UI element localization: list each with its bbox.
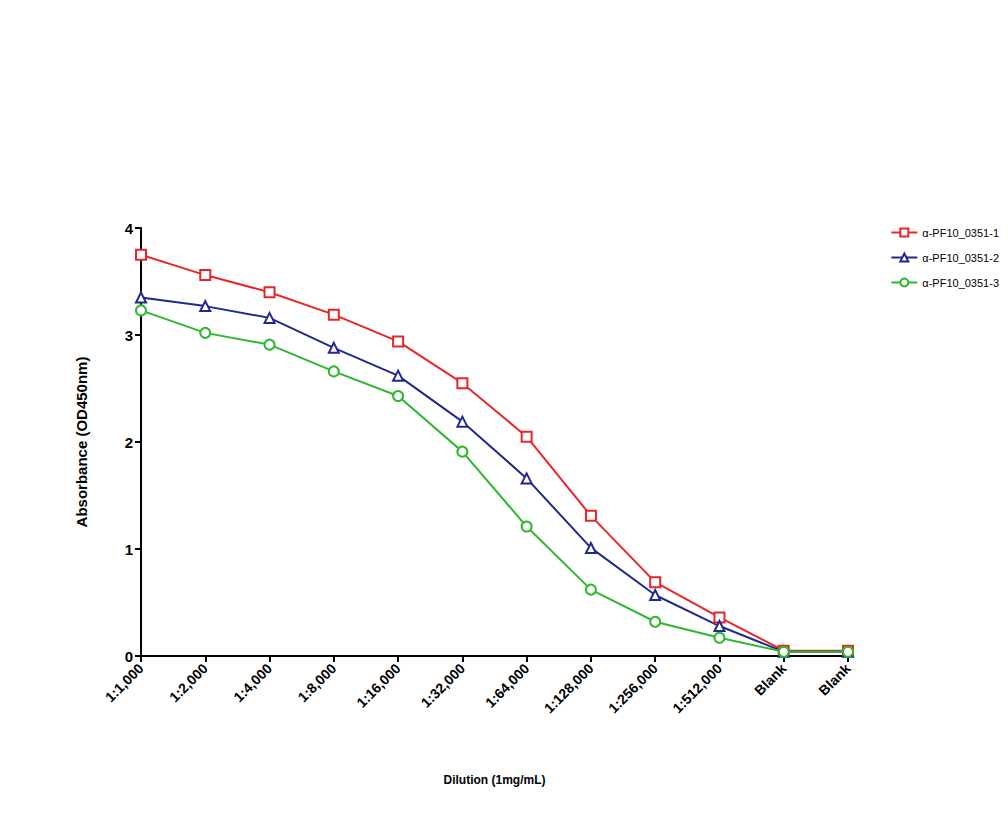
svg-text:1:1,000: 1:1,000: [102, 660, 147, 705]
svg-text:Blank: Blank: [815, 660, 853, 698]
svg-text:1:32,000: 1:32,000: [418, 660, 469, 711]
svg-text:0: 0: [125, 648, 133, 665]
svg-text:2: 2: [125, 434, 133, 451]
svg-text:1:512,000: 1:512,000: [669, 660, 725, 716]
svg-text:1:2,000: 1:2,000: [166, 660, 211, 705]
svg-text:3: 3: [125, 327, 133, 344]
svg-text:1:128,000: 1:128,000: [541, 660, 597, 716]
svg-text:1:64,000: 1:64,000: [482, 660, 533, 711]
svg-text:4: 4: [125, 220, 134, 237]
svg-text:α-PF10_0351-1: α-PF10_0351-1: [922, 227, 999, 239]
svg-text:α-PF10_0351-2: α-PF10_0351-2: [922, 252, 999, 264]
svg-text:Blank: Blank: [751, 660, 789, 698]
svg-text:α-PF10_0351-3: α-PF10_0351-3: [922, 277, 999, 289]
svg-text:1:4,000: 1:4,000: [230, 660, 275, 705]
svg-text:1:16,000: 1:16,000: [353, 660, 404, 711]
svg-text:1:256,000: 1:256,000: [605, 660, 661, 716]
svg-text:1:8,000: 1:8,000: [295, 660, 340, 705]
svg-text:1: 1: [125, 541, 133, 558]
svg-text:Absorbance (OD450nm): Absorbance (OD450nm): [73, 357, 90, 528]
svg-text:Dilution (1mg/mL): Dilution (1mg/mL): [444, 773, 546, 787]
